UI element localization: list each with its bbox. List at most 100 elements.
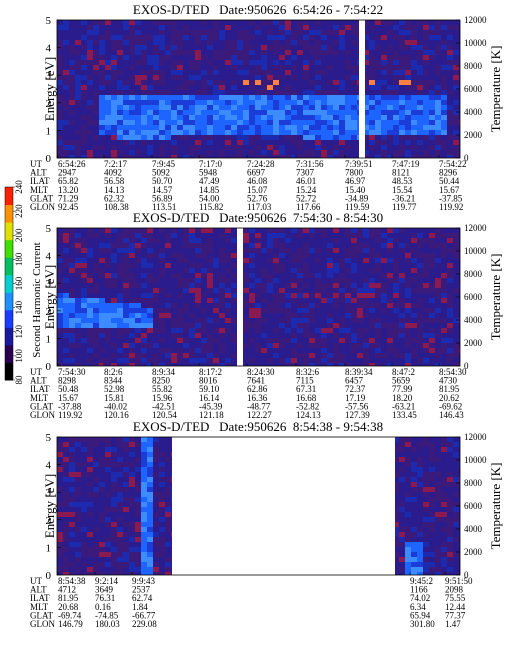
spectrogram-cell (147, 547, 153, 552)
spectrogram-cell (339, 328, 345, 333)
spectrogram-cell (207, 258, 213, 263)
spectrogram-cell (333, 80, 339, 85)
spectrogram-cell (75, 447, 81, 452)
spectrogram-cell (171, 363, 177, 366)
spectrogram-cell (105, 135, 111, 140)
spectrogram-cell (453, 85, 459, 90)
spectrogram-cell (267, 323, 273, 328)
spectrogram-cell (75, 323, 81, 328)
spectrogram-cell (327, 358, 333, 363)
spectrogram-cell (393, 233, 399, 238)
spectrogram-cell (453, 308, 459, 313)
spectrogram-cell (69, 353, 75, 358)
spectrogram-cell (387, 135, 393, 140)
spectrogram-cell (105, 348, 111, 353)
spectrogram-cell (453, 115, 459, 120)
spectrogram-cell (105, 248, 111, 253)
spectrogram-cell (267, 20, 273, 25)
spectrogram-cell (255, 303, 261, 308)
spectrogram-cell (417, 248, 423, 253)
spectrogram-cell (195, 55, 201, 60)
spectrogram-cell (369, 248, 375, 253)
spectrogram-cell (141, 35, 147, 40)
spectrogram-cell (213, 228, 219, 233)
spectrogram-cell (69, 562, 75, 567)
spectrogram-cell (369, 65, 375, 70)
spectrogram-cell (57, 130, 63, 135)
spectrogram-cell (405, 45, 411, 50)
spectrogram-cell (303, 95, 309, 100)
spectrogram-cell (87, 313, 93, 318)
spectrogram-cell (459, 323, 460, 328)
spectrogram-cell (369, 90, 375, 95)
spectrogram-cell (111, 155, 117, 158)
spectrogram-cell (189, 35, 195, 40)
spectrogram-cell (375, 318, 381, 323)
spectrogram-cell (249, 155, 255, 158)
spectrogram-cell (225, 110, 231, 115)
spectrogram-cell (285, 248, 291, 253)
spectrogram-cell (147, 70, 153, 75)
spectrogram-cell (375, 313, 381, 318)
spectrogram-cell (177, 308, 183, 313)
spectrogram-cell (405, 110, 411, 115)
spectrogram-cell (135, 125, 141, 130)
spectrogram-cell (177, 333, 183, 338)
spectrogram-cell (123, 50, 129, 55)
spectrogram-cell (87, 308, 93, 313)
spectrogram-cell (261, 70, 267, 75)
spectrogram-cell (417, 288, 423, 293)
spectrogram-cell (111, 482, 117, 487)
spectrogram-cell (381, 110, 387, 115)
spectrogram-cell (105, 333, 111, 338)
spectrogram-cell (111, 258, 117, 263)
spectrogram-cell (381, 35, 387, 40)
spectrogram-cell (375, 120, 381, 125)
spectrogram-cell (243, 343, 249, 348)
spectrogram-cell (315, 95, 321, 100)
spectrogram-cell (177, 303, 183, 308)
spectrogram-cell (315, 273, 321, 278)
spectrogram-cell (273, 343, 279, 348)
spectrogram-cell (69, 472, 75, 477)
row-value: 8:24:30 (247, 367, 275, 377)
spectrogram-cell (99, 303, 105, 308)
spectrogram-cell (321, 348, 327, 353)
spectrogram-cell (417, 60, 423, 65)
spectrogram-cell (435, 145, 441, 150)
spectrogram-cell (141, 328, 147, 333)
spectrogram-cell (93, 145, 99, 150)
spectrogram-cell (351, 338, 357, 343)
spectrogram-cell (123, 492, 129, 497)
spectrogram-cell (69, 80, 75, 85)
spectrogram-cell (87, 358, 93, 363)
spectrogram-cell (441, 60, 447, 65)
spectrogram-cell (375, 100, 381, 105)
spectrogram-cell (381, 55, 387, 60)
spectrogram-cell (249, 328, 255, 333)
spectrogram-cell (141, 145, 147, 150)
spectrogram-cell (441, 243, 447, 248)
spectrogram-cell (255, 30, 261, 35)
spectrogram-cell (369, 35, 375, 40)
spectrogram-cell (321, 318, 327, 323)
spectrogram-cell (141, 253, 147, 258)
spectrogram-cell (81, 348, 87, 353)
spectrogram-cell (99, 452, 105, 457)
spectrogram-cell (189, 100, 195, 105)
spectrogram-cell (375, 80, 381, 85)
spectrogram-cell (393, 318, 399, 323)
spectrogram-cell (87, 263, 93, 268)
spectrogram-cell (207, 80, 213, 85)
spectrogram-cell (99, 248, 105, 253)
spectrogram-cell (405, 70, 411, 75)
spectrogram-cell (351, 348, 357, 353)
spectrogram-cell (81, 75, 87, 80)
spectrogram-cell (453, 40, 459, 45)
spectrogram-cell (135, 228, 141, 233)
spectrogram-cell (105, 358, 111, 363)
spectrogram-cell (447, 303, 453, 308)
spectrogram-cell (339, 75, 345, 80)
spectrogram-cell (87, 552, 93, 557)
spectrogram-cell (411, 130, 417, 135)
